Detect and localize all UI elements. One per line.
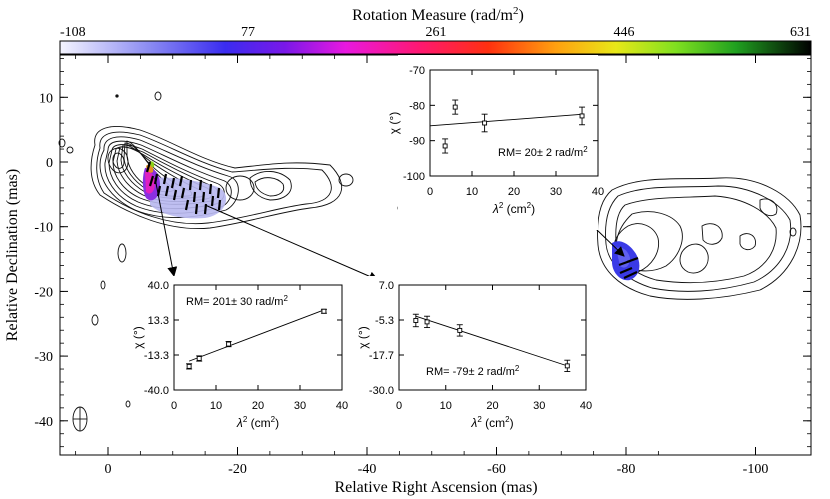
inset-x-tick-label: 0 bbox=[171, 400, 177, 412]
inset-y-axis-label: χ (°) bbox=[356, 326, 370, 348]
inset-y-tick-label: -13.3 bbox=[144, 350, 169, 362]
inset-x-tick-label: 30 bbox=[550, 186, 562, 198]
inset-data-point bbox=[442, 143, 448, 149]
inset-y-tick-label: -80 bbox=[409, 100, 425, 112]
colorbar-title: Rotation Measure (rad/m2) bbox=[352, 5, 524, 24]
y-tick-label: -40 bbox=[34, 415, 53, 430]
inset-data-point bbox=[186, 363, 192, 369]
right-rm-patch bbox=[612, 241, 640, 281]
inset-x-tick-label: 10 bbox=[210, 400, 222, 412]
x-tick-label: -60 bbox=[487, 462, 506, 477]
inset-x-tick-label: 30 bbox=[533, 400, 545, 412]
x-tick-label: -80 bbox=[617, 462, 636, 477]
arrow-to-right-inset bbox=[204, 204, 379, 282]
inset-data-point bbox=[482, 120, 488, 126]
inset-x-tick-label: 20 bbox=[508, 186, 520, 198]
inset-y-tick-label: 7.0 bbox=[379, 280, 394, 292]
y-tick-label: -10 bbox=[34, 221, 53, 236]
y-tick-labels: 10 0 -10 -20 -30 -40 bbox=[34, 91, 53, 430]
inset-data-point bbox=[564, 363, 570, 369]
inset-y-tick-label: -17.7 bbox=[369, 350, 394, 362]
y-tick-label: -20 bbox=[34, 285, 53, 300]
inset-x-axis-label: λ2 (cm2) bbox=[236, 415, 279, 430]
inset-rm-annotation: RM= -79± 2 rad/m2 bbox=[426, 364, 520, 378]
colorbar-tick-label: 631 bbox=[790, 25, 811, 40]
y-axis-label: Relative Declination (mas) bbox=[4, 169, 21, 341]
inset-fit-line bbox=[415, 315, 568, 367]
inset-y-tick-label: -40.0 bbox=[144, 385, 169, 397]
colorbar-tick-label: 446 bbox=[614, 25, 635, 40]
inset-x-tick-label: 40 bbox=[580, 400, 592, 412]
inset-x-tick-label: 10 bbox=[440, 400, 452, 412]
inset-y-tick-label: -30.0 bbox=[369, 385, 394, 397]
inset-fit-line bbox=[188, 309, 325, 362]
inset-x-tick-label: 20 bbox=[252, 400, 264, 412]
inset-data-point bbox=[226, 341, 232, 347]
y-tick-label: 0 bbox=[46, 156, 53, 171]
inset-y-tick-label: -5.3 bbox=[375, 315, 394, 327]
inset-data-point bbox=[457, 327, 463, 333]
arrow-to-left-inset bbox=[154, 177, 178, 277]
inset-x-axis-label: λ2 (cm2) bbox=[492, 201, 535, 216]
left-polarization-vectors bbox=[145, 161, 222, 215]
colorbar-tick-label: -108 bbox=[60, 25, 86, 40]
inset-y-axis-label: χ (°) bbox=[387, 112, 401, 134]
x-tick-label: -20 bbox=[228, 462, 247, 477]
inset-y-tick-label: 40.0 bbox=[148, 280, 169, 292]
right-polarization-vectors bbox=[618, 256, 639, 279]
colorbar-tick-label: 77 bbox=[241, 25, 255, 40]
inset-y-tick-label: -90 bbox=[409, 136, 425, 148]
inset-x-axis-label: λ2 (cm2) bbox=[470, 415, 513, 430]
x-axis-label: Relative Right Ascension (mas) bbox=[334, 479, 537, 496]
inset-data-point bbox=[196, 356, 202, 361]
inset-right-plot: 0 10 20 30 40 7.0 -5.3 -17.7 -30.0 RM= -79± 2 rad… bbox=[353, 276, 593, 446]
colorbar-tick-labels: -108 77 261 446 631 bbox=[60, 25, 811, 40]
inset-left-plot: 0 10 20 30 40 40.0 13.3 -13.3 -40.0 RM= 201± 30 r… bbox=[131, 276, 351, 446]
inset-x-tick-label: 30 bbox=[294, 400, 306, 412]
inset-y-tick-label: -70 bbox=[409, 65, 425, 77]
inset-data-point bbox=[579, 113, 585, 119]
colorbar bbox=[59, 40, 812, 55]
y-tick-label: 10 bbox=[39, 91, 53, 106]
x-tick-label: 0 bbox=[105, 462, 112, 477]
x-tick-labels: 0 -20 -40 -60 -80 -100 bbox=[105, 462, 769, 477]
inset-rm-annotation: RM= 201± 30 rad/m2 bbox=[186, 294, 288, 308]
colorbar-tick-label: 261 bbox=[426, 25, 447, 40]
inset-y-axis-label: χ (°) bbox=[131, 326, 145, 348]
inset-rm-annotation: RM= 20± 2 rad/m2 bbox=[498, 145, 588, 159]
inset-data-point bbox=[321, 308, 327, 314]
y-tick-label: -30 bbox=[34, 350, 53, 365]
inset-x-tick-label: 0 bbox=[396, 400, 402, 412]
inset-x-tick-label: 0 bbox=[427, 186, 433, 198]
inset-x-tick-label: 10 bbox=[466, 186, 478, 198]
inset-x-tick-label: 40 bbox=[336, 400, 348, 412]
inset-data-point bbox=[413, 318, 419, 323]
inset-data-point bbox=[452, 104, 458, 110]
inset-top-plot: 0 10 20 30 40 -70 -80 -90 -100 RM= 20± 2 rad/m2 χ … bbox=[387, 55, 604, 230]
main-axis-ticks bbox=[60, 55, 811, 455]
inset-x-tick-label: 40 bbox=[592, 186, 604, 198]
x-tick-label: -40 bbox=[358, 462, 377, 477]
inset-y-tick-label: 13.3 bbox=[148, 315, 169, 327]
inset-data-point bbox=[424, 319, 430, 325]
inset-fit-line bbox=[429, 113, 584, 127]
x-tick-label: -100 bbox=[743, 462, 769, 477]
inset-y-tick-label: -100 bbox=[403, 171, 425, 183]
inset-x-tick-label: 20 bbox=[486, 400, 498, 412]
